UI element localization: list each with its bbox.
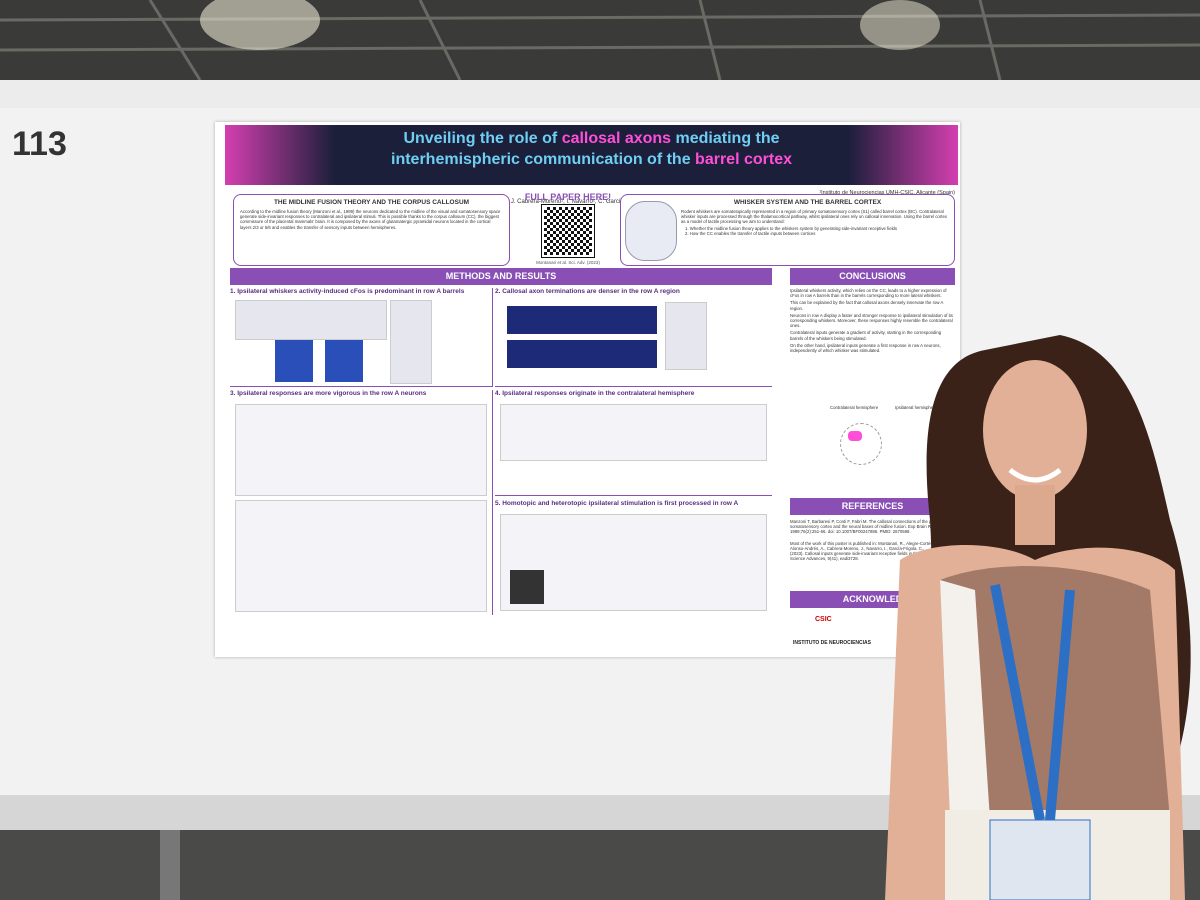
section-bar: CONCLUSIONS: [790, 268, 955, 285]
figure: [390, 300, 432, 384]
title-text: interhemispheric communication of the: [391, 151, 696, 168]
logo: CSIC: [815, 616, 832, 623]
figure: [510, 570, 544, 604]
panel: 1. Ipsilateral whiskers activity-induced…: [230, 288, 493, 387]
paper-link: FULL PAPER HERE! Montanari et al. Sci. A…: [513, 192, 623, 265]
figure: [325, 340, 363, 382]
conclusion-item: Neurons in row A display a faster and st…: [790, 312, 953, 329]
title-highlight: barrel cortex: [695, 151, 792, 168]
conclusion-item: Contralateral inputs generate a gradient…: [790, 330, 942, 341]
figure: [500, 514, 767, 611]
reference: Manzoni T, Barbaresi P, Conti F, Fabri M…: [790, 519, 944, 535]
qr-code[interactable]: [541, 204, 595, 258]
diagram-label: Contralateral hemisphere: [830, 405, 879, 410]
section-text: According to the midline fusion theory (…: [240, 209, 501, 230]
figure: [235, 500, 487, 612]
section-heading: THE MIDLINE FUSION THEORY AND THE CORPUS…: [273, 199, 470, 206]
title-line: interhemispheric communication of the ba…: [225, 149, 958, 170]
figure: [235, 404, 487, 496]
title-text: mediating the: [671, 130, 780, 147]
panel: 3. Ipsilateral responses are more vigoro…: [230, 390, 493, 615]
conclusions-list: Ipsilateral whiskers activity, which rel…: [790, 288, 955, 413]
title-highlight: callosal axons: [561, 130, 672, 147]
header-band: [225, 125, 958, 185]
affiliation: ¹Instituto de Neurociencias UMH-CSIC, Al…: [819, 190, 955, 196]
diagram-shape: [840, 423, 882, 465]
aim: 2. How the CC enables the transfer of ta…: [685, 230, 816, 236]
panel: 4. Ipsilateral responses originate in th…: [495, 390, 772, 496]
reference: Most of the work of this poster is publi…: [790, 540, 950, 562]
aim: 1. Whether the midline fusion theory app…: [685, 225, 898, 231]
panel-heading: 3. Ipsilateral responses are more vigoro…: [230, 390, 427, 397]
conclusion-item: On the other hand, ipsilateral inputs ge…: [790, 342, 941, 354]
panel-heading: 5. Homotopic and heterotopic ipsilateral…: [495, 500, 739, 507]
booth-number: 113: [12, 125, 67, 163]
panel-heading: 4. Ipsilateral responses originate in th…: [495, 390, 695, 397]
panel: 2. Callosal axon terminations are denser…: [495, 288, 772, 387]
panel-heading: 1. Ipsilateral whiskers activity-induced…: [230, 288, 465, 295]
panel: 5. Homotopic and heterotopic ipsilateral…: [495, 500, 772, 615]
authors: A. Alonso-Andrés¹, R. Montanari¹, J. Ale…: [371, 199, 699, 205]
poster: Unveiling the role of callosal axons med…: [215, 122, 960, 657]
conclusion-diagram: Contralateral hemisphere Ipsilateral hem…: [790, 405, 955, 490]
conclusion-item: Ipsilateral whiskers activity, which rel…: [790, 288, 947, 299]
diagram-label: Ipsilateral hemisphere: [895, 405, 938, 410]
intro-right-box: WHISKER SYSTEM AND THE BARREL CORTEX Rod…: [620, 194, 955, 266]
figure: [235, 300, 387, 340]
title-text: Unveiling the role of: [403, 130, 562, 147]
figure: [507, 306, 657, 334]
panel-heading: 2. Callosal axon terminations are denser…: [495, 288, 680, 295]
logo: INSTITUTO DE NEUROCIENCIAS: [793, 640, 871, 646]
diagram-shape: [848, 431, 862, 441]
paper-label: FULL PAPER HERE!: [524, 192, 612, 202]
figure: [275, 340, 313, 382]
figure: [507, 340, 657, 368]
section-bar: REFERENCES: [790, 498, 955, 515]
title-line: Unveiling the role of callosal axons med…: [225, 128, 958, 149]
references-list: Manzoni T, Barbaresi P, Conti F, Fabri M…: [790, 519, 955, 561]
whisker-illustration: [625, 201, 677, 261]
figure: [665, 302, 707, 370]
section-text: Rodent whiskers are somatotopically repr…: [681, 209, 947, 225]
title: Unveiling the role of callosal axons med…: [225, 128, 958, 170]
figure: [500, 404, 767, 461]
intro-left-box: THE MIDLINE FUSION THEORY AND THE CORPUS…: [233, 194, 510, 266]
paper-citation: Montanari et al. Sci. Adv. (2023): [536, 260, 600, 265]
section-heading: WHISKER SYSTEM AND THE BARREL CORTEX: [733, 199, 882, 206]
conclusion-item: This can be explained by the fact that c…: [790, 300, 944, 311]
section-bar: METHODS AND RESULTS: [230, 268, 772, 285]
